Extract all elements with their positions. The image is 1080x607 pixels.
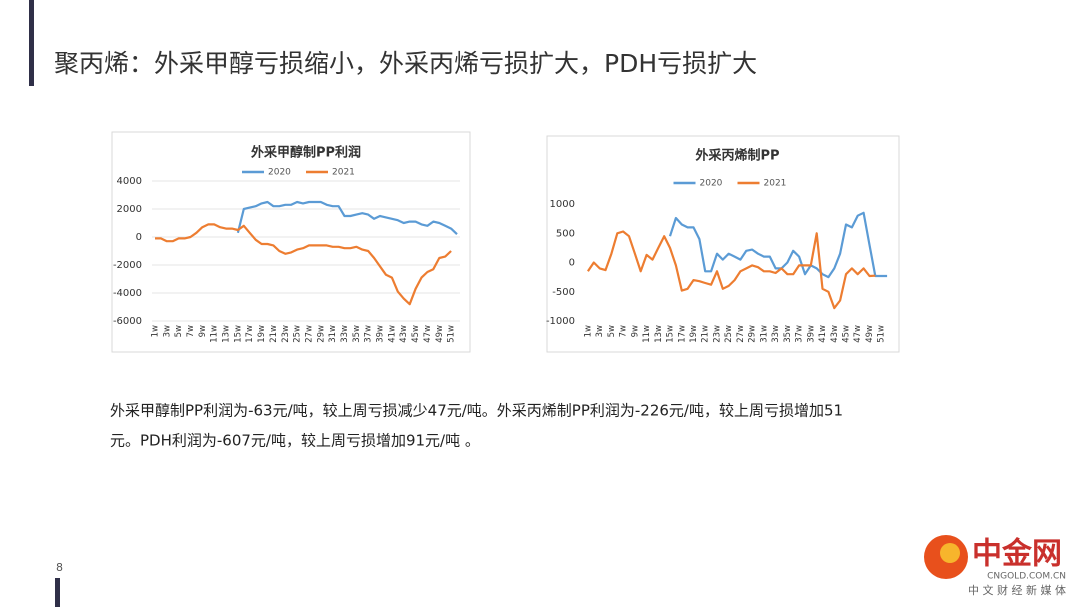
- x-tick-label: 29w: [316, 325, 326, 343]
- x-tick-label: 41w: [818, 325, 828, 343]
- x-tick-label: 37w: [364, 325, 374, 343]
- logo-slogan: 中 文 财 经 新 媒 体: [968, 583, 1066, 597]
- y-tick-label: 1000: [550, 199, 575, 210]
- legend-label: 2020: [700, 179, 723, 189]
- slide-title: 聚丙烯：外采甲醇亏损缩小，外采丙烯亏损扩大，PDH亏损扩大: [54, 49, 757, 78]
- x-tick-label: 39w: [376, 325, 386, 343]
- x-tick-label: 51w: [447, 325, 457, 343]
- legend-label: 2021: [764, 179, 787, 189]
- series-line: [236, 200, 458, 235]
- accent-bar: [29, 0, 34, 86]
- y-tick-label: 0: [136, 232, 142, 243]
- x-tick-label: 45w: [411, 325, 421, 343]
- chart-frame: [111, 131, 471, 353]
- accent-bar: [55, 578, 60, 607]
- x-tick-label: 39w: [806, 325, 816, 343]
- y-tick-label: 4000: [117, 176, 142, 187]
- x-tick-label: 27w: [304, 325, 314, 343]
- x-tick-label: 41w: [387, 325, 397, 343]
- series-line: [668, 211, 888, 279]
- x-tick-label: 37w: [795, 325, 805, 343]
- x-tick-label: 49w: [865, 325, 875, 343]
- body-text: 外采甲醇制PP利润为-63元/吨，较上周亏损减少47元/吨。外采丙烯制PP利润为…: [110, 402, 843, 420]
- y-tick-label: -2000: [113, 260, 142, 271]
- x-tick-label: 23w: [281, 325, 291, 343]
- y-tick-label: 2000: [117, 204, 142, 215]
- x-tick-label: 43w: [399, 325, 409, 343]
- x-tick-label: 23w: [712, 325, 722, 343]
- x-tick-label: 13w: [654, 325, 664, 343]
- x-tick-label: 11w: [210, 325, 220, 343]
- x-tick-label: 49w: [435, 325, 445, 343]
- x-tick-label: 33w: [771, 325, 781, 343]
- x-tick-label: 25w: [724, 325, 734, 343]
- legend-label: 2020: [268, 168, 291, 178]
- y-tick-label: -6000: [113, 316, 142, 327]
- body-text: 元。PDH利润为-607元/吨，较上周亏损增加91元/吨 。: [110, 432, 480, 450]
- x-tick-label: 43w: [830, 325, 840, 343]
- x-tick-label: 35w: [352, 325, 362, 343]
- x-tick-label: 51w: [877, 325, 887, 343]
- x-tick-label: 7w: [186, 325, 196, 337]
- x-tick-label: 5w: [607, 325, 617, 337]
- x-tick-label: 45w: [842, 325, 852, 343]
- x-tick-label: 9w: [630, 325, 640, 337]
- x-tick-label: 9w: [198, 325, 208, 337]
- x-tick-label: 19w: [689, 325, 699, 343]
- series-line: [155, 223, 452, 306]
- x-tick-label: 33w: [340, 325, 350, 343]
- page-number: 8: [56, 561, 63, 574]
- x-tick-label: 1w: [150, 325, 160, 337]
- chart-frame: [546, 135, 900, 353]
- x-tick-label: 35w: [783, 325, 793, 343]
- x-tick-label: 31w: [759, 325, 769, 343]
- logo-text: 中金网: [972, 537, 1062, 572]
- y-tick-label: -1000: [546, 316, 575, 327]
- y-tick-label: 0: [569, 258, 575, 269]
- x-tick-label: 7w: [619, 325, 629, 337]
- x-tick-label: 5w: [174, 325, 184, 337]
- x-tick-label: 3w: [162, 325, 172, 337]
- x-tick-label: 15w: [666, 325, 676, 343]
- x-tick-label: 21w: [701, 325, 711, 343]
- x-tick-label: 31w: [328, 325, 338, 343]
- chart-title: 外采甲醇制PP利润: [250, 145, 361, 161]
- chart-title: 外采丙烯制PP: [694, 148, 779, 164]
- series-line: [586, 230, 876, 310]
- logo-icon: [940, 543, 960, 563]
- x-tick-label: 11w: [642, 325, 652, 343]
- x-tick-label: 21w: [269, 325, 279, 343]
- y-tick-label: -500: [552, 287, 575, 298]
- y-tick-label: -4000: [113, 288, 142, 299]
- x-tick-label: 27w: [736, 325, 746, 343]
- x-tick-label: 25w: [293, 325, 303, 343]
- x-tick-label: 29w: [748, 325, 758, 343]
- legend-label: 2021: [332, 168, 355, 178]
- x-tick-label: 17w: [245, 325, 255, 343]
- x-tick-label: 15w: [233, 325, 243, 343]
- x-tick-label: 13w: [222, 325, 232, 343]
- logo-site: CNGOLD.COM.CN: [987, 572, 1066, 582]
- x-tick-label: 3w: [595, 325, 605, 337]
- x-tick-label: 19w: [257, 325, 267, 343]
- x-tick-label: 17w: [677, 325, 687, 343]
- x-tick-label: 1w: [583, 325, 593, 337]
- x-tick-label: 47w: [423, 325, 433, 343]
- y-tick-label: 500: [556, 228, 575, 239]
- x-tick-label: 47w: [853, 325, 863, 343]
